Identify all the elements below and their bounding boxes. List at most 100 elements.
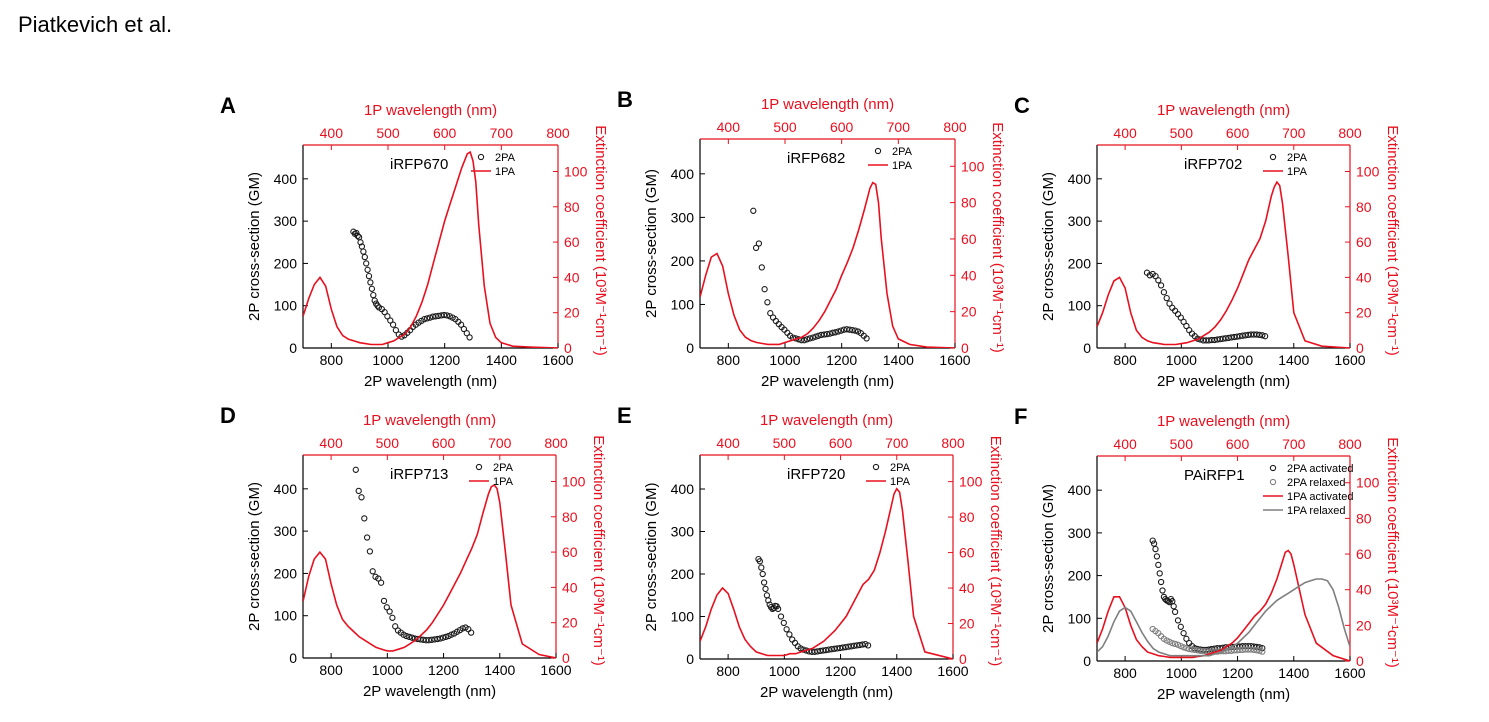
data-point (1150, 540, 1158, 547)
data-point (822, 646, 830, 654)
data-point (1219, 335, 1227, 342)
x-bottom-tick-label: 800 (319, 662, 343, 678)
y-left-tick-label: 100 (274, 608, 298, 624)
x-bottom-tick-label: 1000 (1166, 352, 1197, 368)
data-point (837, 327, 845, 334)
data-point (846, 326, 853, 333)
data-point (365, 272, 373, 280)
y-left-tick-label: 300 (671, 209, 695, 225)
y-left-tick-label: 200 (274, 565, 298, 581)
data-point (1256, 647, 1263, 654)
data-point (371, 297, 378, 304)
y-right-tick-label: 40 (1356, 582, 1372, 598)
y-left-tick-label: 400 (671, 166, 695, 182)
y-right-tick-label: 40 (564, 269, 580, 285)
x-bottom-tick-label: 800 (1113, 352, 1137, 368)
x-top-tick-label: 400 (319, 435, 343, 451)
legend-swatch-marker (872, 463, 880, 471)
data-point (361, 515, 368, 522)
data-point (1160, 289, 1168, 296)
plot-area (1097, 180, 1350, 348)
x-bottom-tick-label: 1400 (1278, 665, 1309, 681)
data-point (1183, 645, 1190, 652)
data-point (758, 564, 765, 571)
x-top-tick-label: 600 (829, 435, 853, 451)
x-top-tick-label: 400 (1113, 436, 1137, 452)
x-bottom-tick-label: 1400 (1278, 352, 1309, 368)
data-point (443, 312, 451, 319)
series-line (1097, 578, 1350, 657)
data-point (368, 285, 376, 292)
legend-swatch-marker (1269, 153, 1277, 161)
data-point (406, 633, 413, 641)
series-line (700, 181, 955, 348)
data-point (1256, 331, 1263, 339)
series-line (1097, 549, 1350, 661)
data-point (387, 317, 394, 324)
legend-label: 1PA (495, 166, 516, 178)
data-point (1146, 272, 1153, 279)
plot-area (1097, 537, 1350, 661)
y-right-tick-label: 0 (1356, 340, 1364, 356)
y-left-tick-label: 100 (1068, 298, 1092, 314)
data-point (756, 558, 764, 565)
data-point (437, 635, 444, 642)
x-top-tick-label: 600 (432, 435, 456, 451)
protein-label: iRFP702 (1184, 156, 1242, 173)
x-bottom-tick-label: 1200 (1222, 665, 1253, 681)
legend-label: 1PA (493, 476, 514, 488)
data-point (1174, 311, 1182, 318)
data-point (835, 328, 842, 335)
y-left-tick-label: 200 (1068, 568, 1092, 584)
panel-letter: B (617, 87, 633, 112)
y-right-tick-label: 60 (562, 544, 578, 560)
x-bottom-tick-label: 1200 (428, 662, 459, 678)
y-left-tick-label: 0 (1083, 653, 1091, 669)
y-right-tick-label: 20 (1356, 305, 1372, 321)
x-bottom-label: 2P wavelength (nm) (760, 684, 893, 701)
x-top-label: 1P wavelength (nm) (760, 412, 893, 429)
data-point (1259, 648, 1266, 655)
x-top-tick-label: 700 (887, 119, 911, 135)
data-point (357, 239, 364, 246)
data-point (1157, 282, 1165, 289)
data-point (761, 286, 768, 293)
y-left-tick-label: 400 (1068, 171, 1092, 187)
y-right-tick-label: 100 (959, 474, 983, 490)
legend-label: 1PA (890, 476, 911, 488)
y-left-label: 2P cross-section (GM) (1040, 484, 1057, 633)
y-left-tick-label: 300 (274, 213, 298, 229)
series-line (303, 483, 556, 658)
x-top-tick-label: 800 (1338, 436, 1362, 452)
data-point (850, 642, 858, 649)
data-point (809, 334, 816, 341)
data-point (1156, 570, 1163, 577)
legend-label: 2PA activated (1287, 463, 1353, 475)
plot-area (303, 150, 558, 348)
x-bottom-label: 2P wavelength (nm) (761, 373, 894, 390)
y-left-tick-label: 0 (289, 650, 297, 666)
x-top-tick-label: 800 (1338, 125, 1362, 141)
data-point (825, 646, 832, 653)
y-right-tick-label: 60 (959, 545, 975, 561)
data-point (826, 330, 833, 337)
data-point (383, 604, 390, 611)
legend-label: 2PA (892, 146, 913, 158)
legend-swatch-marker (477, 153, 485, 161)
data-point (432, 313, 439, 320)
data-point (421, 316, 428, 323)
x-bottom-tick-label: 1000 (372, 662, 403, 678)
data-point (1222, 335, 1229, 342)
data-point (374, 302, 381, 309)
x-top-tick-label: 400 (717, 119, 741, 135)
y-left-tick-label: 100 (1068, 610, 1092, 626)
data-point (863, 335, 870, 342)
y-right-tick-label: 60 (1356, 546, 1372, 562)
y-right-tick-label: 80 (1356, 199, 1372, 215)
data-point (380, 597, 388, 605)
data-point (384, 313, 391, 320)
x-bottom-tick-label: 1200 (1222, 352, 1253, 368)
